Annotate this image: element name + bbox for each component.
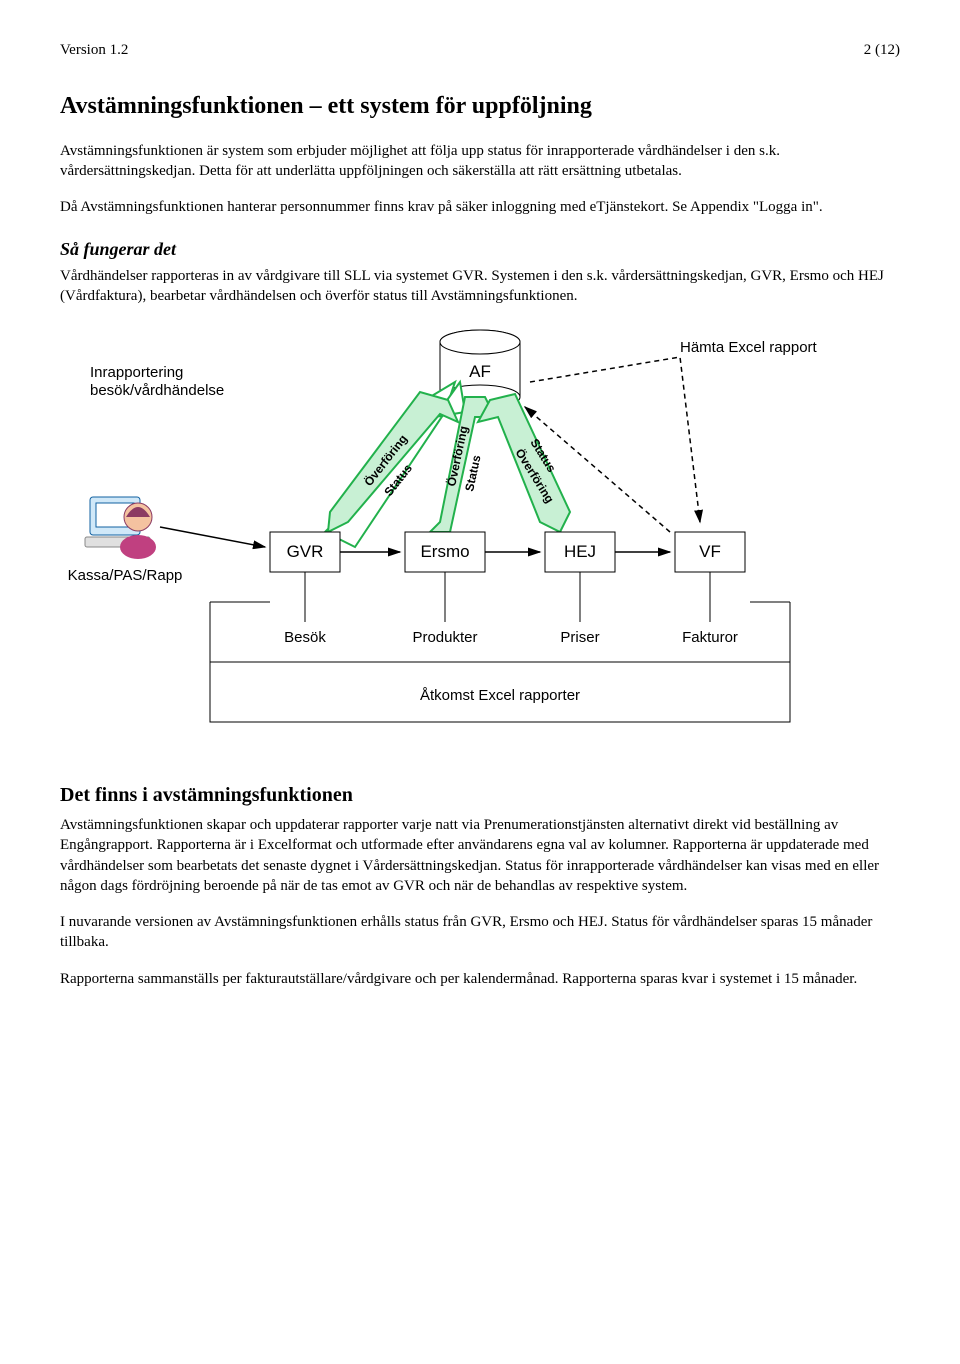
priser-label: Priser [560, 629, 599, 646]
hej-node: HEJ [545, 532, 615, 572]
page-number: 2 (12) [864, 40, 900, 60]
ersmo-node: Ersmo [405, 532, 485, 572]
svg-text:Ersmo: Ersmo [420, 542, 469, 561]
hamta-excel-label: Hämta Excel rapport [680, 339, 818, 356]
atkomst-label: Åtkomst Excel rapporter [420, 687, 580, 704]
how-it-works-heading: Så fungerar det [60, 237, 900, 261]
inrapportering-label: Inrapportering [90, 364, 183, 381]
vf-node: VF [675, 532, 745, 572]
svg-text:VF: VF [699, 542, 721, 561]
intro-paragraph-1: Avstämningsfunktionen är system som erbj… [60, 141, 900, 182]
produkter-label: Produkter [412, 629, 477, 646]
kassa-label: Kassa/PAS/Rapp [68, 567, 183, 584]
page-header: Version 1.2 2 (12) [60, 40, 900, 60]
how-it-works-body: Vårdhändelser rapporteras in av vårdgiva… [60, 266, 900, 307]
contents-p3: Rapporterna sammanställs per fakturautst… [60, 969, 900, 989]
besok-label: Besök [284, 629, 326, 646]
svg-text:GVR: GVR [287, 542, 324, 561]
intro-paragraph-2: Då Avstämningsfunktionen hanterar person… [60, 197, 900, 217]
contents-heading: Det finns i avstämningsfunktionen [60, 782, 900, 809]
contents-p1: Avstämningsfunktionen skapar och uppdate… [60, 815, 900, 896]
user-terminal-icon [85, 497, 156, 559]
besok-vardhandelse-label: besök/vårdhändelse [90, 382, 224, 399]
contents-p2: I nuvarande versionen av Avstämningsfunk… [60, 912, 900, 953]
svg-text:HEJ: HEJ [564, 542, 596, 561]
version-label: Version 1.2 [60, 40, 128, 60]
af-label: AF [469, 362, 491, 381]
page-title: Avstämningsfunktionen – ett system för u… [60, 90, 900, 122]
gvr-node: GVR [270, 532, 340, 572]
system-diagram: AF Inrapportering besök/vårdhändelse Häm… [60, 322, 900, 752]
fakturor-label: Fakturor [682, 629, 738, 646]
